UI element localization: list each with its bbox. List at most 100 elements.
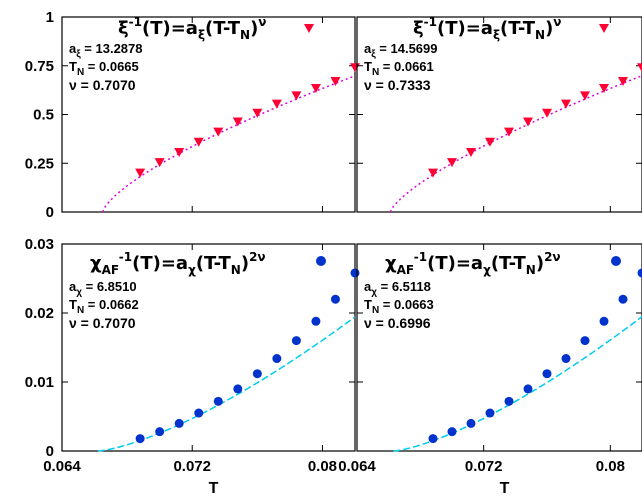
data-point — [310, 83, 321, 93]
legend: χAF-1(T)=aχ(T-TN)2ν — [90, 250, 326, 277]
legend: χAF-1(T)=aχ(T-TN)2ν — [385, 250, 621, 277]
data-point — [637, 268, 642, 278]
plot-frame — [61, 243, 356, 452]
data-point — [272, 354, 282, 364]
data-point — [194, 408, 204, 418]
fit-curve — [101, 75, 356, 213]
data-point — [561, 354, 571, 364]
x-axis-label: T — [209, 480, 219, 497]
legend-marker — [316, 256, 326, 266]
param-a: aχ = 6.5118 — [364, 279, 431, 298]
data-point — [252, 108, 263, 118]
data-point — [233, 384, 243, 394]
x-tick-label: 0.08 — [596, 458, 625, 475]
data-point — [271, 99, 282, 109]
param-tn: TN = 0.0661 — [364, 59, 434, 78]
panel-xi-left: 0 0.25 0.5 0.75 1 ξ-1(T)=aξ(T-TN)νaξ = 13.287… — [25, 9, 360, 221]
data-point — [154, 158, 165, 168]
panel-chi-left: 0 0.01 0.02 0.03 0.064 0.072 0.08 TχAF-1(T)=aχ(… — [25, 236, 360, 497]
param-nu: ν = 0.7333 — [364, 77, 431, 93]
param-nu: ν = 0.7070 — [69, 315, 136, 331]
legend-label: ξ-1(T)=aξ(T-TN)ν — [118, 15, 266, 42]
data-point — [447, 427, 457, 437]
y-tick-label: 1 — [46, 9, 54, 26]
data-point — [466, 147, 476, 157]
data-point — [213, 396, 223, 406]
data-point — [135, 168, 146, 178]
data-point — [599, 83, 609, 93]
data-point — [350, 268, 360, 278]
data-point — [561, 99, 571, 109]
data-point — [523, 384, 533, 394]
data-point — [618, 76, 628, 86]
y-tick-label: 0.01 — [25, 374, 54, 391]
data-point — [637, 63, 642, 73]
y-tick-label: 0.75 — [25, 58, 54, 75]
data-point — [428, 434, 438, 444]
data-point — [428, 168, 438, 178]
data-point — [504, 396, 514, 406]
legend-label: χAF-1(T)=aχ(T-TN)2ν — [385, 250, 561, 277]
data-point — [504, 127, 514, 137]
data-point — [291, 91, 302, 101]
legend-label: χAF-1(T)=aχ(T-TN)2ν — [90, 250, 266, 277]
data-point — [330, 294, 340, 304]
param-a: aξ = 13.2878 — [69, 41, 143, 60]
fit-curve — [389, 74, 642, 213]
data-point — [311, 316, 321, 326]
data-point — [542, 108, 552, 118]
data-point — [599, 316, 609, 326]
data-point — [618, 294, 628, 304]
y-tick-label: 0.5 — [33, 107, 54, 124]
param-tn: TN = 0.0662 — [69, 297, 139, 316]
data-point — [232, 117, 243, 127]
data-point — [466, 418, 476, 428]
data-point — [447, 158, 457, 168]
param-nu: ν = 0.7070 — [69, 77, 136, 93]
y-tick-label: 0 — [46, 443, 54, 460]
data-point — [523, 117, 533, 127]
y-tick-label: 0.25 — [25, 155, 54, 172]
plot-frame — [356, 243, 642, 452]
x-axis-label: T — [500, 480, 510, 497]
param-a: aξ = 14.5699 — [364, 41, 438, 60]
data-point — [350, 63, 360, 73]
data-point — [155, 427, 165, 437]
data-point — [193, 137, 204, 147]
data-point — [291, 336, 301, 346]
data-point — [580, 336, 590, 346]
data-point — [213, 127, 224, 137]
data-point — [485, 408, 495, 418]
data-point — [174, 147, 185, 157]
x-tick-label: 0.064 — [338, 458, 376, 475]
param-tn: TN = 0.0665 — [69, 59, 139, 78]
x-tick-label: 0.072 — [173, 458, 211, 475]
data-point — [542, 369, 552, 379]
data-point — [330, 76, 341, 86]
data-point — [252, 369, 262, 379]
legend-marker — [304, 24, 314, 33]
fit-curve — [97, 316, 356, 452]
y-tick-label: 0.02 — [25, 305, 54, 322]
data-point — [174, 418, 184, 428]
legend: ξ-1(T)=aξ(T-TN)ν — [413, 15, 609, 42]
y-tick-label: 0 — [46, 204, 54, 221]
x-tick-label: 0.08 — [308, 458, 337, 475]
data-point — [580, 91, 590, 101]
data-point — [135, 434, 145, 444]
param-a: aχ = 6.8510 — [69, 279, 137, 298]
y-tick-label: 0.03 — [25, 236, 54, 253]
data-point — [485, 137, 495, 147]
legend-marker — [611, 256, 621, 266]
x-tick-label: 0.072 — [465, 458, 503, 475]
legend-label: ξ-1(T)=aξ(T-TN)ν — [413, 15, 561, 42]
legend-marker — [599, 24, 609, 33]
x-tick-label: 0.064 — [43, 458, 81, 475]
